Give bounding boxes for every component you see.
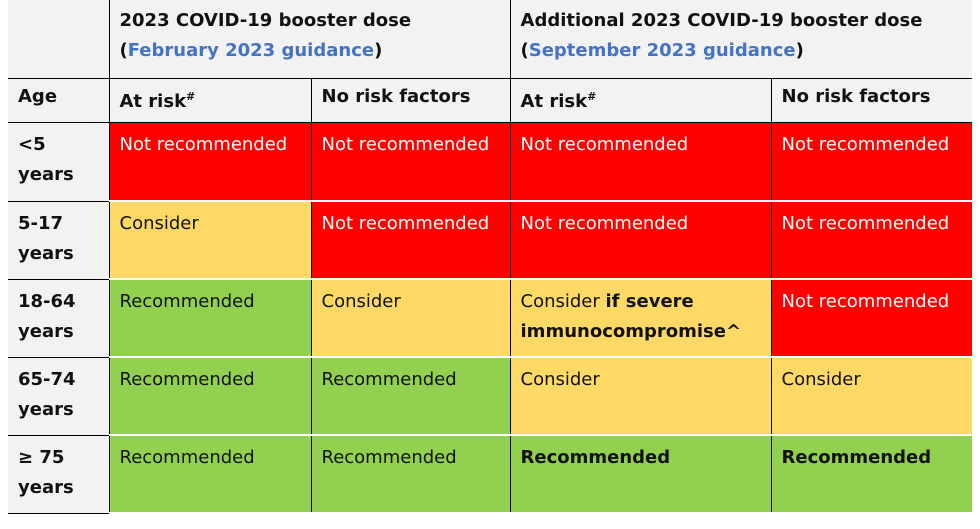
header-feb-no-risk: No risk factors — [311, 78, 511, 123]
header-row-columns: Age At risk# No risk factors At risk# No… — [8, 78, 973, 123]
age-cell: <5 years — [8, 122, 110, 202]
status-cell: Not recommended — [771, 279, 973, 358]
header-age: Age — [8, 78, 110, 123]
header-blank-cell — [8, 0, 110, 79]
paren-open: ( — [520, 40, 529, 61]
status-cell: Not recommended — [510, 122, 772, 202]
paren-open: ( — [119, 40, 128, 61]
booster-guidance-table: 2023 COVID-19 booster dose (February 202… — [8, 0, 973, 514]
paren-close: ) — [795, 40, 804, 61]
status-cell: Not recommended — [311, 201, 511, 280]
header-feb-at-risk: At risk# — [109, 78, 312, 123]
status-cell: Recommended — [311, 357, 511, 436]
status-cell: Recommended — [109, 435, 312, 514]
status-cell: Not recommended — [109, 122, 312, 202]
status-cell: Consider — [510, 357, 772, 436]
header-sep-2023: Additional 2023 COVID-19 booster dose (S… — [510, 0, 973, 79]
age-cell: 65-74 years — [8, 357, 110, 436]
header-feb-title: 2023 COVID-19 booster dose — [119, 10, 412, 31]
footnote-mark: # — [186, 90, 196, 103]
age-cell: ≥ 75 years — [8, 435, 110, 514]
table-row: ≥ 75 years Recommended Recommended Recom… — [8, 435, 973, 514]
february-guidance-link[interactable]: February 2023 guidance — [127, 40, 375, 61]
status-qualifier: if severe immunocompromise^ — [520, 291, 742, 342]
table-row: <5 years Not recommended Not recommended… — [8, 122, 973, 202]
september-guidance-link[interactable]: September 2023 guidance — [528, 40, 796, 61]
table-row: 5-17 years Consider Not recommended Not … — [8, 201, 973, 280]
at-risk-label: At risk — [520, 91, 588, 112]
status-cell: Not recommended — [311, 122, 511, 202]
at-risk-label: At risk — [119, 91, 187, 112]
status-cell: Consider if severe immunocompromise^ — [510, 279, 772, 358]
status-cell: Recommended — [510, 435, 772, 514]
status-cell: Consider — [771, 357, 973, 436]
status-cell: Not recommended — [771, 122, 973, 202]
status-cell: Recommended — [109, 279, 312, 358]
status-cell: Recommended — [109, 357, 312, 436]
status-cell: Not recommended — [771, 201, 973, 280]
age-cell: 18-64 years — [8, 279, 110, 358]
status-cell: Not recommended — [510, 201, 772, 280]
header-row-groups: 2023 COVID-19 booster dose (February 202… — [8, 0, 973, 79]
header-feb-2023: 2023 COVID-19 booster dose (February 202… — [109, 0, 511, 79]
header-sep-subtitle: (September 2023 guidance) — [521, 36, 963, 66]
age-cell: 5-17 years — [8, 201, 110, 280]
header-sep-title: Additional 2023 COVID-19 booster dose — [520, 10, 923, 31]
status-text: Consider — [520, 291, 606, 312]
header-feb-subtitle: (February 2023 guidance) — [120, 36, 500, 66]
status-cell: Recommended — [311, 435, 511, 514]
table-row: 65-74 years Recommended Recommended Cons… — [8, 357, 973, 436]
paren-close: ) — [374, 40, 383, 61]
table-row: 18-64 years Recommended Consider Conside… — [8, 279, 973, 358]
header-sep-at-risk: At risk# — [510, 78, 772, 123]
header-sep-no-risk: No risk factors — [771, 78, 973, 123]
status-cell: Recommended — [771, 435, 973, 514]
status-cell: Consider — [109, 201, 312, 280]
footnote-mark: # — [587, 90, 597, 103]
status-cell: Consider — [311, 279, 511, 358]
